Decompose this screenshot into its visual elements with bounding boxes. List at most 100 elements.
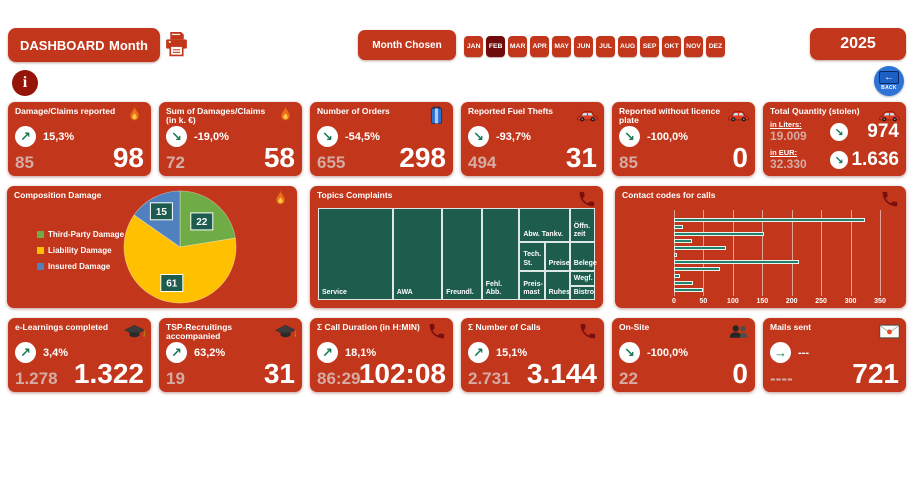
previous-value: 85	[619, 153, 638, 172]
card-title: Σ Call Duration (in H:MIN)	[317, 322, 420, 332]
treemap-cell-öffn-zeit: Öffn. zeit	[569, 208, 595, 243]
previous-value: 22	[619, 369, 638, 388]
x-tick-label: 50	[699, 298, 708, 305]
x-tick-label: 300	[844, 298, 857, 305]
month-button-may[interactable]: MAY	[551, 36, 572, 57]
treemap-cell-belege: Belege	[569, 242, 597, 271]
trend-percent: -54,5%	[345, 130, 380, 143]
month-button-okt[interactable]: OKT	[661, 36, 682, 57]
legend-item: Liability Damage	[37, 246, 124, 255]
month-button-jun[interactable]: JUN	[573, 36, 594, 57]
info-icon[interactable]: i	[12, 70, 38, 96]
people-icon	[728, 322, 749, 341]
current-value: 58	[263, 141, 295, 173]
treemap-cell-label: Abw. Tankv.	[523, 230, 563, 238]
x-tick-label: 150	[756, 298, 769, 305]
total-quantity-eur-row: in EUR: 32.330 ↘ 1.636	[770, 147, 899, 173]
bar-gridline	[880, 210, 881, 296]
treemap-cell-label: Service	[322, 288, 347, 296]
trend-percent: 15,1%	[496, 346, 528, 359]
treemap-cell-service: Service	[318, 208, 393, 300]
trend-percent: 18,1%	[345, 346, 377, 359]
treemap-cell-label: Ruhest.	[548, 288, 575, 296]
x-tick-label: 250	[815, 298, 827, 305]
legend-item: Third-Party Damage	[37, 230, 124, 239]
previous-value: 86:29	[317, 369, 361, 388]
bar	[674, 225, 684, 229]
card-title: Damage/Claims reported	[15, 106, 116, 116]
svg-text:22: 22	[196, 217, 208, 228]
month-button-sep[interactable]: SEP	[639, 36, 660, 57]
current-value: 1.636	[851, 149, 899, 170]
trend-percent: -19,0%	[194, 130, 229, 143]
kpi-card-number-orders: Number of Orders ↘ -54,5% 655 298	[310, 102, 453, 176]
chart-title: Contact codes for calls	[622, 190, 716, 200]
kpi-card-damage-claims: Damage/Claims reported ↗ 15,3% 85 98	[8, 102, 151, 176]
bar	[674, 246, 726, 250]
year-button[interactable]: 2025	[810, 28, 906, 60]
chart-title: Composition Damage	[14, 190, 102, 200]
treemap-cell-label: Tech. St.	[523, 251, 542, 267]
month-button-jan[interactable]: JAN	[464, 36, 484, 57]
kpi-card-mails-sent: Mails sent → --- ---- 721	[763, 318, 906, 392]
treemap-cell-label: Preise	[548, 259, 570, 267]
current-value: 31	[263, 357, 295, 389]
trend-percent: 3,4%	[43, 346, 69, 359]
card-title: On-Site	[619, 322, 650, 332]
bar	[674, 260, 800, 264]
month-button-nov[interactable]: NOV	[683, 36, 704, 57]
month-button-aug[interactable]: AUG	[617, 36, 638, 57]
x-tick-label: 0	[672, 298, 676, 305]
back-button[interactable]: ← BACK	[874, 66, 904, 96]
svg-text:61: 61	[166, 279, 178, 290]
treemap-cell-label: Wegf.	[573, 275, 593, 283]
bar	[674, 288, 704, 292]
treemap-cell-label: Belege	[573, 259, 597, 267]
trend-down-icon: ↘	[166, 126, 187, 147]
trend-down-icon: ↘	[317, 126, 338, 147]
svg-text:15: 15	[156, 207, 168, 218]
legend-label: Insured Damage	[48, 262, 111, 271]
trend-percent: 15,3%	[43, 130, 75, 143]
month-button-apr[interactable]: APR	[529, 36, 550, 57]
previous-value: 32.330	[770, 157, 807, 172]
treemap-cell-awa: AWA	[392, 208, 443, 300]
printer-icon[interactable]	[163, 30, 190, 58]
current-value: 721	[852, 357, 899, 389]
bar-gridline	[732, 210, 734, 296]
legend-swatch	[37, 263, 44, 270]
car-icon	[879, 106, 900, 125]
previous-value: 19	[166, 369, 185, 388]
card-title: Reported without licence plate	[619, 106, 721, 126]
trend-down-icon: ↘	[619, 126, 640, 147]
previous-value: 655	[317, 153, 346, 172]
trend-up-icon: ↗	[317, 342, 338, 363]
car-icon	[728, 106, 749, 125]
trend-down-icon: ↘	[468, 126, 489, 147]
kpi-card-tsp-recruitings: TSP-Recruitings accompanied ↗ 63,2% 19 3…	[159, 318, 302, 392]
trend-percent: ---	[798, 346, 809, 359]
trend-percent: -100,0%	[647, 346, 688, 359]
card-title: Total Quantity (stolen)	[770, 106, 860, 116]
treemap-cell-label: Öffn. zeit	[573, 222, 591, 238]
total-quantity-liters-row: in Liters: 19.009 ↘ 974	[770, 119, 899, 145]
month-button-dez[interactable]: DEZ	[705, 36, 726, 57]
fuel-pump-icon	[426, 106, 447, 125]
card-title: Mails sent	[770, 322, 812, 332]
bar-gridline	[762, 210, 764, 296]
month-button-mar[interactable]: MAR	[507, 36, 528, 57]
previous-value: 85	[15, 153, 34, 172]
previous-value: 19.009	[770, 129, 807, 144]
month-button-jul[interactable]: JUL	[595, 36, 616, 57]
month-chosen-label[interactable]: Month Chosen	[358, 30, 456, 60]
trend-down-icon: ↘	[830, 123, 848, 141]
card-title: TSP-Recruitings accompanied	[166, 322, 233, 342]
flame-icon	[270, 189, 291, 209]
dashboard-title-button[interactable]: DASHBOARD Month	[8, 28, 160, 62]
current-value: 31	[565, 141, 597, 173]
month-button-feb[interactable]: FEB	[485, 36, 506, 57]
trend-up-icon: ↗	[166, 342, 187, 363]
current-value: 3.144	[526, 357, 597, 389]
x-tick-label: 100	[727, 298, 739, 305]
